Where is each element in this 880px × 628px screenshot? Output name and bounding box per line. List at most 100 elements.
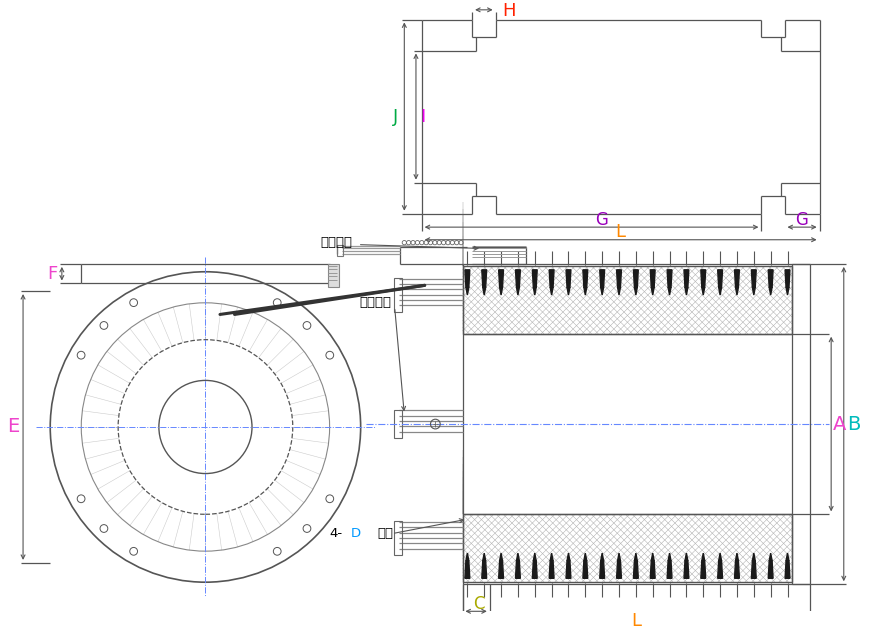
Polygon shape <box>667 270 672 287</box>
Polygon shape <box>466 553 469 561</box>
Polygon shape <box>702 553 705 561</box>
Polygon shape <box>583 561 588 578</box>
Polygon shape <box>700 561 706 578</box>
Polygon shape <box>735 561 739 578</box>
Text: L: L <box>631 612 642 628</box>
Polygon shape <box>516 561 520 578</box>
Polygon shape <box>567 287 570 295</box>
Polygon shape <box>768 270 774 287</box>
Polygon shape <box>719 553 722 561</box>
Polygon shape <box>685 553 688 561</box>
Text: F: F <box>47 264 57 283</box>
Polygon shape <box>736 287 738 295</box>
Polygon shape <box>752 287 755 295</box>
Polygon shape <box>466 287 469 295</box>
Polygon shape <box>752 553 755 561</box>
Polygon shape <box>685 287 688 295</box>
Text: G: G <box>595 212 608 229</box>
Polygon shape <box>566 561 571 578</box>
Polygon shape <box>769 287 772 295</box>
Polygon shape <box>516 270 520 287</box>
Polygon shape <box>567 553 570 561</box>
Polygon shape <box>736 553 738 561</box>
Polygon shape <box>785 270 790 287</box>
Polygon shape <box>500 287 502 295</box>
Polygon shape <box>718 270 722 287</box>
Polygon shape <box>532 561 537 578</box>
Polygon shape <box>617 561 621 578</box>
Polygon shape <box>667 561 672 578</box>
Polygon shape <box>549 561 554 578</box>
Polygon shape <box>735 270 739 287</box>
Text: E: E <box>7 418 19 436</box>
Polygon shape <box>634 561 638 578</box>
Polygon shape <box>601 553 604 561</box>
Bar <box>327 264 340 287</box>
Polygon shape <box>634 287 637 295</box>
Text: D: D <box>351 527 361 540</box>
Polygon shape <box>634 553 637 561</box>
Polygon shape <box>583 287 587 295</box>
Bar <box>393 278 402 311</box>
Text: G: G <box>796 212 809 229</box>
Polygon shape <box>583 270 588 287</box>
Polygon shape <box>651 287 654 295</box>
Polygon shape <box>481 561 487 578</box>
Bar <box>393 409 402 438</box>
Polygon shape <box>483 287 486 295</box>
Polygon shape <box>583 553 587 561</box>
Polygon shape <box>769 553 772 561</box>
Polygon shape <box>700 270 706 287</box>
Polygon shape <box>532 270 537 287</box>
Polygon shape <box>517 553 519 561</box>
Polygon shape <box>786 287 789 295</box>
Text: J: J <box>393 107 399 126</box>
Text: A: A <box>833 414 847 433</box>
Text: C: C <box>473 595 485 612</box>
Text: H: H <box>502 2 516 20</box>
Polygon shape <box>481 270 487 287</box>
Polygon shape <box>634 270 638 287</box>
Polygon shape <box>752 270 756 287</box>
Polygon shape <box>668 553 671 561</box>
Polygon shape <box>533 287 536 295</box>
Text: I: I <box>420 107 425 126</box>
Text: L: L <box>616 223 626 241</box>
Polygon shape <box>785 561 790 578</box>
Polygon shape <box>718 561 722 578</box>
Polygon shape <box>500 553 502 561</box>
Bar <box>463 266 792 334</box>
Polygon shape <box>684 270 689 287</box>
Polygon shape <box>499 270 503 287</box>
Polygon shape <box>550 553 553 561</box>
Polygon shape <box>533 553 536 561</box>
Bar <box>337 244 343 256</box>
Text: B: B <box>847 414 860 433</box>
Polygon shape <box>752 561 756 578</box>
Polygon shape <box>719 287 722 295</box>
Polygon shape <box>768 561 774 578</box>
Polygon shape <box>600 270 605 287</box>
Text: 4-: 4- <box>329 527 342 540</box>
Polygon shape <box>618 287 620 295</box>
Polygon shape <box>550 287 553 295</box>
Polygon shape <box>601 287 604 295</box>
Polygon shape <box>650 561 655 578</box>
Polygon shape <box>499 561 503 578</box>
Polygon shape <box>786 553 789 561</box>
Polygon shape <box>618 553 620 561</box>
Text: 转子出线: 转子出线 <box>359 296 392 310</box>
Polygon shape <box>600 561 605 578</box>
Polygon shape <box>702 287 705 295</box>
Polygon shape <box>517 287 519 295</box>
Text: 刷架出线: 刷架出线 <box>320 236 352 249</box>
Polygon shape <box>651 553 654 561</box>
Polygon shape <box>549 270 554 287</box>
Polygon shape <box>684 561 689 578</box>
Bar <box>393 521 402 555</box>
Polygon shape <box>668 287 671 295</box>
Polygon shape <box>617 270 621 287</box>
Polygon shape <box>566 270 571 287</box>
Bar <box>463 514 792 582</box>
Polygon shape <box>465 270 470 287</box>
